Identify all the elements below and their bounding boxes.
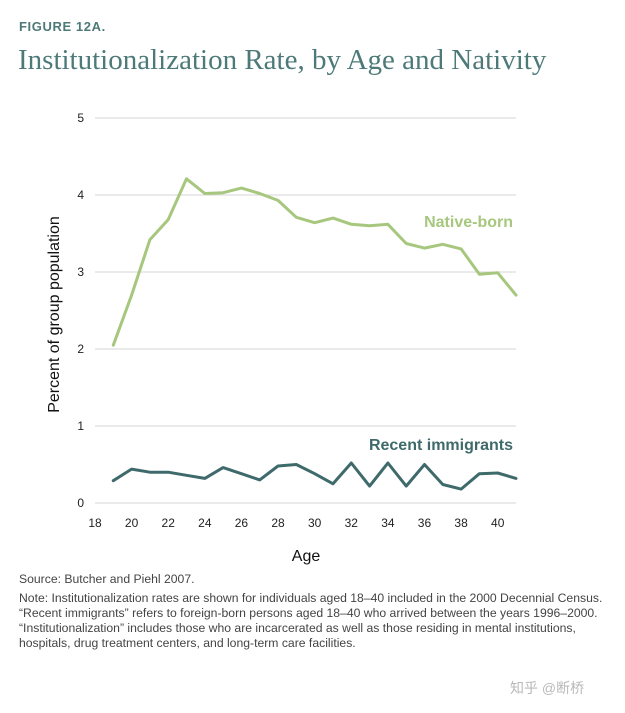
series-label-native-born: Native-born [424,214,513,231]
x-tick-label: 18 [88,516,102,530]
x-axis-title: Age [292,548,321,565]
x-tick-label: 32 [345,516,359,530]
y-axis-title: Percent of group population [46,216,63,413]
y-tick-label: 0 [77,496,84,510]
series-label-recent-immigrants: Recent immigrants [369,437,513,454]
y-tick-label: 3 [77,265,84,279]
y-tick-label: 1 [77,419,84,433]
figure-label: FIGURE 12A. [19,19,106,34]
x-tick-label: 20 [125,516,139,530]
watermark-text: 知乎 @断桥 [510,680,585,696]
x-tick-label: 24 [198,516,212,530]
x-tick-label: 30 [308,516,322,530]
y-tick-label: 2 [77,342,84,356]
x-tick-label: 28 [271,516,285,530]
x-tick-label: 36 [418,516,432,530]
source-text: Source: Butcher and Piehl 2007. [19,572,195,586]
note-text: Note: Institutionalization rates are sho… [19,591,603,650]
x-tick-label: 38 [454,516,468,530]
y-tick-label: 5 [77,111,84,125]
y-tick-label: 4 [77,188,84,202]
x-tick-label: 34 [381,516,395,530]
series-line-recent-immigrants [111,461,518,491]
x-tick-label: 22 [162,516,176,530]
series-line-native-born [111,177,518,347]
chart-title: Institutionalization Rate, by Age and Na… [18,44,547,76]
x-tick-label: 40 [491,516,505,530]
x-tick-label: 26 [235,516,249,530]
